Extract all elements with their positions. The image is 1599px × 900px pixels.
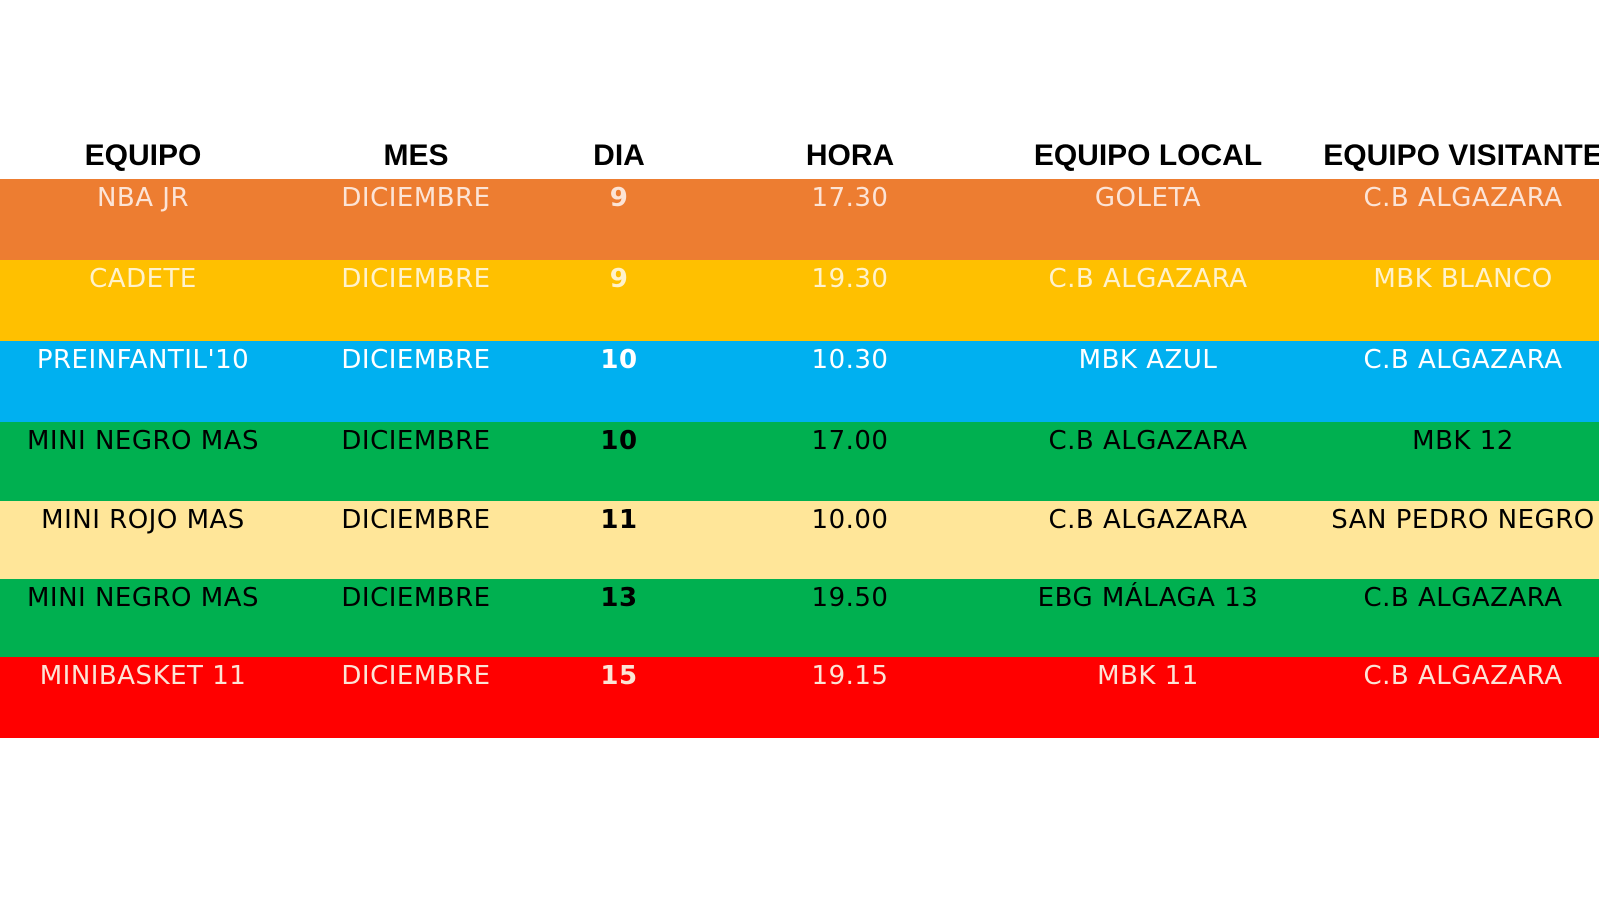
- cell-hora: 17.00: [811, 426, 889, 456]
- header-dia: DIA: [593, 139, 645, 172]
- cell-equipo-local: C.B ALGAZARA: [1048, 426, 1248, 456]
- table-row: MINI NEGRO MAS DICIEMBRE 13 19.50 EBG MÁ…: [0, 579, 1599, 657]
- cell-equipo-local: MBK AZUL: [1078, 345, 1218, 375]
- cell-equipo: NBA JR: [96, 183, 190, 213]
- cell-dia: 13: [600, 583, 638, 613]
- cell-equipo-local: C.B ALGAZARA: [1048, 264, 1248, 294]
- cell-dia: 10: [600, 345, 638, 375]
- cell-dia: 9: [609, 183, 629, 213]
- cell-mes: DICIEMBRE: [341, 661, 491, 691]
- table-row: CADETE DICIEMBRE 9 19.30 C.B ALGAZARA MB…: [0, 260, 1599, 341]
- cell-mes: DICIEMBRE: [341, 345, 491, 375]
- cell-equipo-visitante: SAN PEDRO NEGRO: [1331, 505, 1595, 535]
- cell-dia: 15: [600, 661, 638, 691]
- cell-mes: DICIEMBRE: [341, 583, 491, 613]
- cell-equipo: MINI NEGRO MAS: [26, 426, 260, 456]
- cell-equipo: PREINFANTIL'10: [36, 345, 250, 375]
- cell-hora: 19.50: [811, 583, 889, 613]
- header-row: EQUIPO MES DIA HORA EQUIPO LOCAL EQUIPO …: [0, 133, 1599, 179]
- header-equipo: EQUIPO: [84, 139, 202, 172]
- cell-equipo: CADETE: [89, 264, 197, 294]
- table-row: NBA JR DICIEMBRE 9 17.30 GOLETA C.B ALGA…: [0, 179, 1599, 260]
- cell-equipo-local: MBK 11: [1097, 661, 1199, 691]
- cell-mes: DICIEMBRE: [341, 426, 491, 456]
- cell-equipo-local: GOLETA: [1094, 183, 1202, 213]
- cell-equipo: MINI NEGRO MAS: [26, 583, 260, 613]
- cell-equipo-visitante: C.B ALGAZARA: [1363, 183, 1563, 213]
- cell-mes: DICIEMBRE: [341, 505, 491, 535]
- table-row: PREINFANTIL'10 DICIEMBRE 10 10.30 MBK AZ…: [0, 341, 1599, 422]
- cell-mes: DICIEMBRE: [341, 183, 491, 213]
- cell-dia: 10: [600, 426, 638, 456]
- table-row: MINIBASKET 11 DICIEMBRE 15 19.15 MBK 11 …: [0, 657, 1599, 738]
- cell-equipo-visitante: C.B ALGAZARA: [1363, 583, 1563, 613]
- cell-equipo-visitante: C.B ALGAZARA: [1363, 345, 1563, 375]
- cell-equipo-visitante: MBK BLANCO: [1373, 264, 1553, 294]
- cell-hora: 10.00: [811, 505, 889, 535]
- cell-equipo-visitante: MBK 12: [1412, 426, 1514, 456]
- cell-hora: 19.15: [811, 661, 889, 691]
- header-equipo-local: EQUIPO LOCAL: [1033, 139, 1263, 172]
- cell-equipo: MINIBASKET 11: [39, 661, 247, 691]
- table-row: MINI ROJO MAS DICIEMBRE 11 10.00 C.B ALG…: [0, 501, 1599, 579]
- cell-dia: 9: [609, 264, 629, 294]
- cell-equipo-local: C.B ALGAZARA: [1048, 505, 1248, 535]
- cell-mes: DICIEMBRE: [341, 264, 491, 294]
- table-row: MINI NEGRO MAS DICIEMBRE 10 17.00 C.B AL…: [0, 422, 1599, 501]
- header-equipo-visitante: EQUIPO VISITANTE: [1323, 139, 1599, 172]
- cell-equipo-local: EBG MÁLAGA 13: [1037, 583, 1259, 613]
- header-hora: HORA: [805, 139, 895, 172]
- cell-hora: 19.30: [811, 264, 889, 294]
- cell-equipo: MINI ROJO MAS: [41, 505, 245, 535]
- cell-dia: 11: [600, 505, 638, 535]
- header-mes: MES: [383, 139, 449, 172]
- cell-equipo-visitante: C.B ALGAZARA: [1363, 661, 1563, 691]
- cell-hora: 10.30: [811, 345, 889, 375]
- cell-hora: 17.30: [811, 183, 889, 213]
